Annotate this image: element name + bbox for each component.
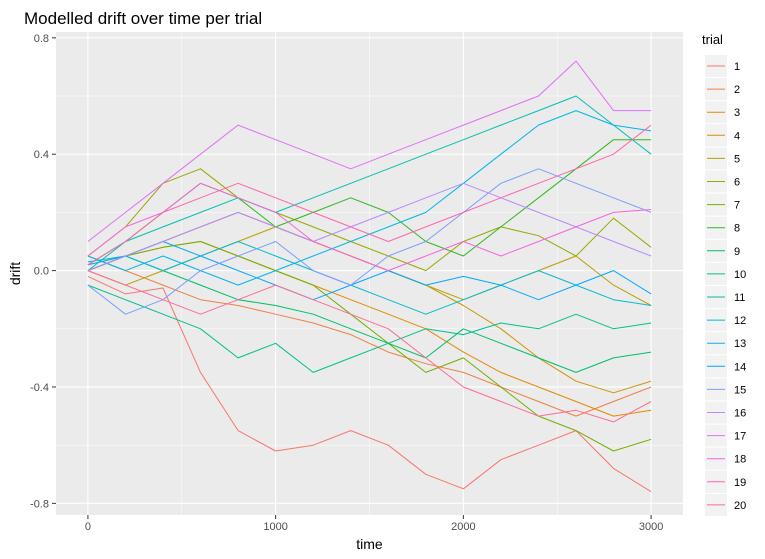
series-line-trial-9	[87, 255, 652, 373]
series-lines	[87, 60, 652, 493]
legend-label: 17	[734, 431, 746, 443]
legend-label: 6	[734, 177, 740, 189]
legend-label: 3	[734, 107, 740, 119]
series-line-trial-18	[87, 182, 652, 272]
y-tick-label: 0.0	[34, 266, 49, 278]
series-line-trial-11	[87, 95, 652, 271]
legend-label: 5	[734, 153, 740, 165]
legend-label: 19	[734, 477, 746, 489]
series-line-trial-1	[87, 275, 652, 493]
legend-label: 11	[734, 292, 745, 304]
series-line-trial-19	[87, 124, 652, 266]
y-axis-title: drift	[7, 262, 23, 285]
legend-label: 9	[734, 246, 740, 258]
y-tick-label: 0.4	[34, 149, 49, 161]
y-tick-label: -0.4	[30, 382, 49, 394]
x-axis-title: time	[356, 536, 383, 552]
x-axis: 0 1000 2000 3000	[85, 515, 663, 533]
legend-label: 2	[734, 84, 740, 96]
series-line-trial-2	[87, 255, 652, 417]
legend-label: 16	[734, 408, 746, 420]
minor-gridlines	[56, 32, 683, 515]
y-tick-label: -0.8	[30, 498, 49, 510]
legend-label: 18	[734, 454, 746, 466]
series-line-trial-20	[87, 270, 652, 423]
x-tick-label: 1000	[263, 521, 287, 533]
legend-label: 10	[734, 269, 746, 281]
legend-label: 12	[734, 315, 746, 327]
series-line-trial-14	[87, 241, 652, 301]
legend-label: 14	[734, 361, 746, 373]
legend-label: 13	[734, 338, 746, 350]
legend-label: 8	[734, 223, 740, 235]
y-axis: -0.8 -0.4 0.0 0.4 0.8	[30, 33, 56, 510]
legend-label: 7	[734, 200, 740, 212]
series-line-trial-17	[87, 60, 652, 242]
legend-title: trial	[702, 32, 723, 47]
legend-label: 20	[734, 500, 746, 512]
legend-label: 15	[734, 384, 746, 396]
series-line-trial-6	[87, 168, 652, 272]
series-line-trial-10	[87, 284, 652, 373]
legend-label: 1	[734, 61, 740, 73]
x-tick-label: 2000	[451, 521, 475, 533]
series-line-trial-7	[87, 241, 652, 452]
legend-label: 4	[734, 130, 740, 142]
x-tick-label: 0	[85, 521, 91, 533]
x-tick-label: 3000	[639, 521, 663, 533]
chart-title: Modelled drift over time per trial	[24, 9, 262, 28]
y-tick-label: 0.8	[34, 33, 49, 45]
series-line-trial-16	[87, 182, 652, 272]
